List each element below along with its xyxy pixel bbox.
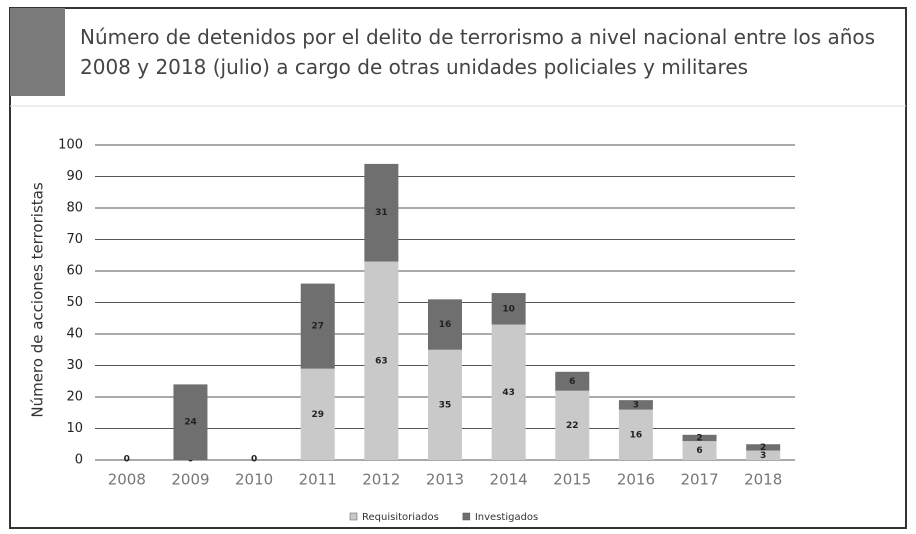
bar-segment [555, 390, 590, 460]
data-label: 3 [760, 451, 766, 461]
data-label: 2 [696, 433, 702, 443]
frame [9, 7, 907, 529]
data-label: 6 [696, 446, 702, 456]
x-tick-label: 2008 [108, 471, 146, 489]
x-tick-label: 2012 [362, 471, 400, 489]
legend-swatch [349, 512, 358, 521]
x-tick-label: 2009 [171, 471, 209, 489]
bar-segment [491, 293, 526, 325]
data-label: 43 [502, 388, 515, 398]
data-label: 63 [375, 356, 388, 366]
data-label: 27 [311, 322, 324, 332]
legend-label: Investigados [475, 512, 538, 523]
bar-segment [555, 371, 590, 391]
x-tick-label: 2016 [617, 471, 655, 489]
bar-segment [364, 261, 399, 460]
bar-segment [428, 299, 462, 350]
data-label: 0 [251, 455, 257, 465]
data-label: 0 [124, 455, 130, 465]
bar-segment [428, 349, 462, 460]
data-label: 3 [633, 400, 639, 410]
y-tick-label: 40 [66, 327, 83, 342]
bar-segment [746, 450, 781, 460]
data-label: 16 [630, 430, 643, 440]
bar-segment [300, 283, 335, 369]
legend-label: Requisitoriados [362, 512, 439, 523]
bar-segment [300, 368, 335, 460]
x-tick-label: 2010 [235, 471, 273, 489]
bar-segment [491, 324, 526, 460]
y-tick-label: 80 [66, 201, 83, 216]
data-label: 29 [311, 410, 324, 420]
data-label: 22 [566, 421, 579, 431]
y-tick-label: 20 [66, 390, 83, 405]
bar-segment [618, 409, 653, 460]
x-tick-label: 2013 [426, 471, 464, 489]
data-label: 2 [760, 443, 766, 453]
data-label: 24 [184, 418, 197, 428]
bar-segment [746, 444, 781, 451]
y-axis-label: Número de acciones terroristas [29, 182, 47, 417]
y-tick-label: 0 [75, 453, 83, 468]
bar-segment [173, 384, 208, 460]
title-square [10, 8, 65, 96]
y-tick-label: 10 [66, 421, 83, 436]
y-tick-label: 100 [58, 138, 83, 153]
bar-segment [364, 163, 399, 262]
data-label: 16 [439, 320, 452, 330]
y-tick-label: 70 [66, 232, 83, 247]
data-label: 31 [375, 208, 388, 218]
bar-segment [618, 400, 653, 410]
data-label: 10 [502, 304, 515, 314]
legend-swatch [462, 512, 471, 521]
x-tick-label: 2017 [680, 471, 718, 489]
data-label: 6 [569, 377, 575, 387]
data-label: 35 [439, 400, 452, 410]
y-tick-label: 90 [66, 169, 83, 184]
y-tick-label: 60 [66, 264, 83, 279]
y-tick-label: 50 [66, 295, 83, 310]
bar-segment [682, 441, 717, 460]
chart-title: Número de detenidos por el delito de ter… [80, 25, 876, 79]
x-tick-label: 2014 [490, 471, 528, 489]
bar-segment [682, 434, 717, 442]
y-tick-label: 30 [66, 358, 83, 373]
x-tick-label: 2015 [553, 471, 591, 489]
x-tick-label: 2018 [744, 471, 782, 489]
x-tick-label: 2011 [299, 471, 337, 489]
